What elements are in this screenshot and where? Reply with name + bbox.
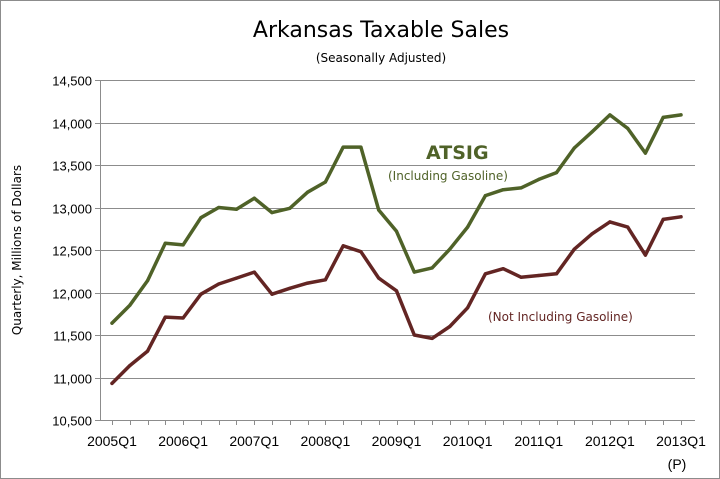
x-tick-label: 2009Q1: [372, 433, 422, 449]
y-tick-labels: 10,500 11,000 11,500 12,000 12,500 13,000 13,5…: [52, 74, 92, 429]
data-point: [661, 115, 665, 119]
data-point: [163, 241, 167, 245]
series-annotation-atsig: ATSIG: [426, 142, 489, 164]
x-tick-label: 2005Q1: [87, 433, 137, 449]
data-point: [252, 270, 256, 274]
data-point: [306, 190, 310, 194]
data-point: [199, 292, 203, 296]
data-point: [181, 243, 185, 247]
data-point: [163, 315, 167, 319]
x-tick-label: 2007Q1: [229, 433, 279, 449]
data-point: [128, 303, 132, 307]
data-point: [252, 196, 256, 200]
data-point: [448, 324, 452, 329]
data-point: [234, 207, 239, 211]
gridlines: [95, 80, 695, 425]
series-annotation-not-including-gasoline: (Not Including Gasoline): [488, 310, 633, 324]
data-point: [537, 177, 541, 181]
y-axis-label: Quarterly, Millions of Dollars: [10, 165, 24, 335]
y-tick-label: 13,000: [52, 202, 92, 217]
data-point: [626, 225, 630, 229]
data-point: [341, 145, 345, 149]
data-point: [323, 278, 327, 282]
chart-title: Arkansas Taxable Sales: [253, 18, 509, 43]
data-point: [430, 336, 434, 340]
data-point: [590, 232, 594, 236]
data-point: [270, 211, 274, 215]
data-point: [679, 113, 683, 117]
data-point: [412, 333, 416, 337]
data-point: [359, 145, 363, 149]
data-point: [626, 126, 630, 130]
y-tick-label: 13,500: [52, 159, 92, 174]
data-point: [643, 151, 648, 155]
data-point: [199, 216, 203, 220]
data-point: [466, 306, 470, 310]
data-point: [572, 146, 576, 150]
data-point: [359, 250, 363, 254]
y-tick-label: 14,000: [52, 117, 92, 132]
y-tick-label: 10,500: [52, 414, 92, 429]
x-tick-label: 2006Q1: [158, 433, 208, 449]
data-point: [554, 171, 559, 175]
data-point: [234, 276, 239, 280]
x-tick-label: 2011Q1: [514, 433, 563, 449]
data-point: [519, 186, 523, 190]
x-tick-labels: 2005Q1 2006Q1 2007Q1 2008Q1 2009Q1 2010Q1 2011…: [87, 433, 706, 449]
data-point: [537, 273, 541, 278]
data-point: [377, 208, 381, 212]
data-point: [341, 244, 345, 248]
y-tick-label: 12,500: [52, 244, 92, 259]
data-point: [394, 289, 399, 293]
data-point: [270, 292, 274, 296]
data-point: [519, 275, 523, 279]
data-point: [590, 130, 594, 134]
data-point: [554, 272, 559, 276]
y-tick-label: 11,000: [53, 372, 92, 387]
data-point: [412, 270, 416, 274]
data-point: [501, 267, 505, 271]
data-point: [679, 215, 683, 219]
data-point: [377, 276, 381, 280]
y-tick-label: 11,500: [53, 329, 92, 344]
data-point: [217, 205, 221, 210]
x-tick-label: 2008Q1: [300, 433, 350, 449]
data-point: [572, 247, 576, 251]
series-annotation-including-gasoline: (Including Gasoline): [388, 169, 508, 183]
x-tick-label: 2013Q1: [656, 433, 706, 449]
data-point: [146, 349, 150, 353]
data-point: [483, 194, 487, 198]
x-tick-label: 2012Q1: [585, 433, 635, 449]
data-point: [288, 206, 292, 210]
y-tick-label: 12,000: [52, 287, 92, 302]
y-tick-label: 14,500: [52, 74, 92, 89]
data-point: [394, 229, 399, 233]
data-point: [448, 247, 452, 251]
data-point: [110, 381, 114, 385]
data-point: [483, 272, 487, 276]
data-point: [323, 180, 327, 184]
series-lines: [110, 113, 683, 386]
series-line-not-including-gasoline: [110, 215, 683, 386]
data-point: [288, 286, 292, 290]
x-tick-label: 2010Q1: [443, 433, 493, 449]
data-point: [128, 364, 132, 368]
data-point: [643, 253, 648, 257]
data-point: [110, 321, 114, 325]
x-tick-note: (P): [668, 456, 687, 472]
data-point: [608, 220, 612, 224]
data-point: [181, 316, 185, 320]
data-point: [430, 266, 434, 270]
data-point: [146, 279, 150, 283]
data-point: [608, 113, 612, 117]
chart-subtitle: (Seasonally Adjusted): [316, 51, 446, 65]
data-point: [466, 225, 470, 229]
data-point: [501, 188, 505, 192]
data-point: [217, 282, 221, 286]
data-point: [306, 281, 310, 285]
data-point: [661, 217, 665, 221]
